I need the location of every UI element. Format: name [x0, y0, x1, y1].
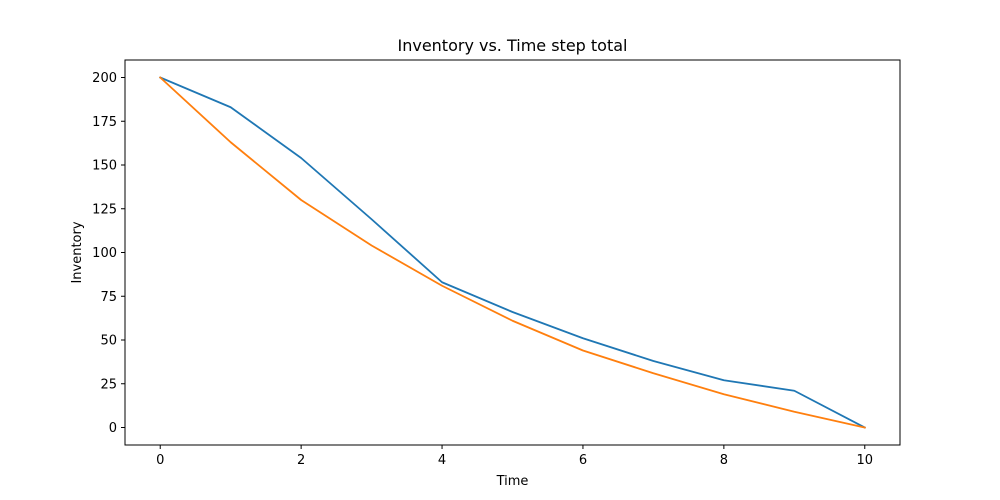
chart-title: Inventory vs. Time step total [397, 36, 627, 55]
x-tick-label: 8 [720, 453, 728, 468]
y-tick-label: 125 [92, 202, 117, 217]
x-tick-label: 2 [297, 453, 305, 468]
y-tick-label: 50 [100, 334, 117, 349]
x-axis: 0 2 4 6 8 10 [156, 445, 873, 468]
y-tick-label: 150 [92, 159, 117, 174]
x-tick-label: 0 [156, 453, 164, 468]
y-axis: 0 25 50 75 100 125 150 175 200 [92, 71, 125, 436]
x-tick-label: 4 [438, 453, 446, 468]
y-tick-label: 100 [92, 246, 117, 261]
plot-area [158, 76, 866, 429]
plot-frame [124, 59, 901, 446]
series-line-1 [159, 76, 866, 429]
y-axis-title: Inventory [70, 221, 85, 283]
x-tick-label: 6 [579, 453, 587, 468]
x-tick-label: 10 [856, 453, 873, 468]
x-axis-title: Time [496, 474, 529, 489]
series-line-2 [158, 76, 866, 429]
y-tick-label: 200 [92, 71, 117, 86]
y-tick-label: 75 [100, 290, 117, 305]
y-tick-label: 175 [92, 115, 117, 130]
y-tick-label: 25 [100, 377, 117, 392]
y-tick-label: 0 [109, 421, 117, 436]
